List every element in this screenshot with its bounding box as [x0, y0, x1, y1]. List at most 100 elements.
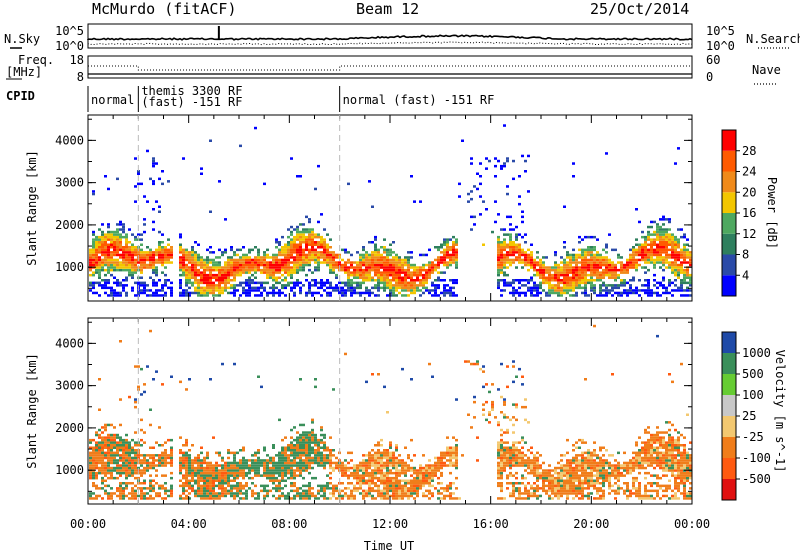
- range-gate-cell: [293, 291, 296, 295]
- range-gate-cell: [317, 235, 320, 239]
- range-gate-cell: [137, 253, 140, 257]
- range-gate-cell: [128, 471, 131, 475]
- range-gate-cell: [365, 466, 368, 470]
- range-gate-cell: [272, 456, 275, 460]
- range-gate-cell: [296, 454, 299, 457]
- range-gate-cell: [536, 251, 539, 254]
- range-gate-cell: [158, 253, 161, 257]
- range-gate-cell: [239, 266, 242, 269]
- range-gate-cell: [293, 489, 296, 493]
- range-gate-cell: [110, 294, 113, 297]
- range-gate-cell: [620, 263, 623, 267]
- range-gate-cell: [434, 456, 437, 460]
- range-gate-cell: [125, 284, 128, 287]
- range-gate-cell: [518, 251, 521, 254]
- range-gate-cell: [101, 258, 104, 262]
- range-gate-cell: [155, 200, 158, 203]
- range-gate-cell: [122, 268, 125, 272]
- range-gate-cell: [341, 268, 344, 272]
- range-gate-cell: [659, 241, 662, 244]
- range-gate-cell: [302, 489, 305, 493]
- range-gate-cell: [518, 243, 521, 246]
- range-gate-cell: [260, 474, 263, 477]
- range-gate-cell: [677, 286, 680, 290]
- range-gate-cell: [347, 182, 350, 186]
- range-gate-cell: [134, 451, 137, 455]
- range-gate-cell: [602, 261, 605, 264]
- range-gate-cell: [347, 487, 350, 490]
- range-gate-cell: [320, 459, 323, 462]
- range-gate-cell: [254, 466, 257, 470]
- range-gate-cell: [320, 489, 323, 493]
- range-gate-cell: [503, 461, 506, 465]
- range-gate-cell: [344, 268, 347, 272]
- range-gate-cell: [227, 273, 230, 277]
- range-gate-cell: [629, 279, 632, 282]
- range-gate-cell: [239, 248, 242, 252]
- range-gate-cell: [524, 170, 527, 173]
- range-gate-cell: [443, 461, 446, 465]
- range-gate-cell: [374, 476, 377, 480]
- range-gate-cell: [449, 263, 452, 267]
- range-gate-cell: [500, 241, 503, 244]
- range-gate-cell: [287, 253, 290, 257]
- range-gate-cell: [497, 497, 500, 500]
- range-gate-cell: [95, 456, 98, 460]
- range-gate-cell: [371, 471, 374, 475]
- range-gate-cell: [101, 438, 104, 442]
- range-gate-cell: [275, 291, 278, 295]
- range-gate-cell: [656, 248, 659, 252]
- range-gate-cell: [89, 441, 92, 444]
- range-gate-cell: [155, 266, 158, 269]
- range-gate-cell: [362, 454, 365, 457]
- range-gate-cell: [254, 454, 257, 457]
- range-gate-cell: [359, 492, 362, 495]
- range-gate-cell: [104, 489, 107, 493]
- range-gate-cell: [164, 474, 167, 477]
- range-gate-cell: [293, 281, 296, 285]
- range-gate-cell: [653, 241, 656, 244]
- range-gate-cell: [296, 446, 299, 449]
- range-gate-cell: [605, 286, 608, 290]
- range-gate-cell: [473, 185, 476, 188]
- range-gate-cell: [380, 253, 383, 257]
- range-gate-cell: [326, 253, 329, 257]
- range-gate-cell: [119, 246, 122, 249]
- range-gate-cell: [407, 289, 410, 292]
- range-gate-cell: [296, 235, 299, 239]
- range-gate-cell: [377, 284, 380, 287]
- range-gate-cell: [542, 256, 545, 259]
- range-gate-cell: [104, 441, 107, 444]
- range-gate-cell: [131, 471, 134, 475]
- range-gate-cell: [254, 256, 257, 259]
- nsky-label: N.Sky: [4, 32, 40, 46]
- range-gate-cell: [365, 271, 368, 274]
- range-gate-cell: [494, 416, 497, 419]
- range-gate-cell: [95, 281, 98, 285]
- range-gate-cell: [134, 441, 137, 444]
- range-gate-cell: [374, 454, 377, 457]
- range-gate-cell: [506, 284, 509, 287]
- range-gate-cell: [131, 243, 134, 246]
- range-gate-cell: [233, 263, 236, 267]
- range-gate-cell: [416, 474, 419, 477]
- range-gate-cell: [338, 464, 341, 467]
- range-gate-cell: [134, 494, 137, 498]
- range-gate-cell: [119, 291, 122, 295]
- range-gate-cell: [344, 284, 347, 287]
- range-gate-cell: [590, 276, 593, 279]
- range-gate-cell: [530, 294, 533, 297]
- range-gate-cell: [623, 263, 626, 267]
- range-gate-cell: [644, 271, 647, 274]
- range-gate-cell: [158, 294, 161, 297]
- range-gate-cell: [98, 276, 101, 279]
- range-gate-cell: [452, 497, 455, 500]
- range-gate-cell: [518, 261, 521, 264]
- range-gate-cell: [170, 459, 173, 462]
- range-gate-cell: [683, 243, 686, 246]
- range-gate-cell: [341, 294, 344, 297]
- range-gate-cell: [647, 281, 650, 285]
- range-gate-cell: [281, 474, 284, 477]
- range-gate-cell: [572, 286, 575, 290]
- range-gate-cell: [398, 286, 401, 290]
